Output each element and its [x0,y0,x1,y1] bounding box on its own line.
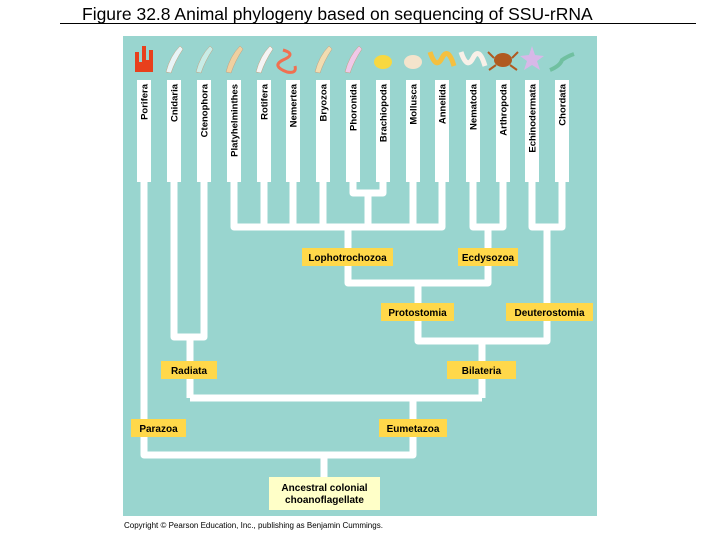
taxon-label: Arthropoda [499,83,510,135]
clade-label: Protostomia [388,308,447,319]
flatworm-icon [225,45,244,74]
taxon-label: Nemertea [289,83,300,127]
taxon-label: Porifera [140,83,151,120]
crab-icon [487,51,519,71]
taxon-label-box [346,80,360,182]
comb-jelly-icon [195,45,214,74]
taxon-label: Platyhelminthes [230,84,241,157]
phoronid-icon [344,45,363,74]
taxon-echinodermata: Echinodermata [525,80,539,182]
taxon-label-box [466,80,480,182]
figure-title: Figure 32.8 Animal phylogeny based on se… [82,4,593,24]
taxon-label-box [406,80,420,182]
copyright-notice: Copyright © Pearson Education, Inc., pub… [124,521,383,530]
rotifer-icon [255,45,274,74]
taxon-porifera: Porifera [137,80,151,182]
bryozoan-icon [314,45,333,74]
taxon-label: Phoronida [349,83,360,131]
taxon-label: Brachiopoda [379,83,390,142]
clade-lophotrochozoa: Lophotrochozoa [302,248,393,266]
clade-ecdysozoa: Ecdysozoa [458,248,518,266]
taxon-label-box [257,80,271,182]
taxon-rotifera: Rotifera [257,80,271,182]
clade-label: Bilateria [462,366,502,377]
taxon-label: Chordata [558,83,569,125]
taxon-ctenophora: Ctenophora [197,80,211,182]
clade-label: Ecdysozoa [462,253,515,264]
taxon-label: Ctenophora [200,83,211,137]
clade-eumetazoa: Eumetazoa [379,419,447,437]
clade-deuterostomia: Deuterostomia [506,303,593,321]
branch-ecdysozoa [469,182,507,231]
taxon-label: Nematoda [469,83,480,130]
taxon-mollusca: Mollusca [406,80,420,182]
taxon-nematoda: Nematoda [466,80,480,182]
root-label-line2: choanoflagellate [285,495,364,506]
taxon-bryozoa: Bryozoa [316,80,330,182]
taxon-label-box [435,80,449,182]
taxon-arthropoda: Arthropoda [496,80,510,182]
clade-radiata: Radiata [161,361,217,379]
taxon-label-box [316,80,330,182]
clade-label: Eumetazoa [387,424,440,435]
taxon-label-box [286,80,300,182]
earthworm-icon [427,51,457,67]
taxon-label-box [227,80,241,182]
taxon-label-box [555,80,569,182]
clade-label: Deuterostomia [514,308,584,319]
ribbon-worm-icon [276,48,297,74]
lancelet-icon [549,52,575,72]
clade-label: Lophotrochozoa [308,253,387,264]
taxon-label-box [137,80,151,182]
taxon-cnidaria: Cnidaria [167,80,181,182]
taxon-chordata: Chordata [555,80,569,182]
brachiopod-icon [374,55,392,69]
clade-label: Radiata [171,366,208,377]
branch-lophotrochozoa [230,182,492,287]
taxon-label: Bryozoa [319,83,330,121]
sponge-icon [135,46,153,72]
taxon-label: Rotifera [260,83,271,120]
taxon-label: Mollusca [409,83,420,124]
root-label-line1: Ancestral colonial [281,483,367,494]
taxon-label-box [376,80,390,182]
taxon-label-box [167,80,181,182]
clade-protostomia: Protostomia [381,303,454,321]
shell-icon [404,55,422,69]
roundworm-icon [458,51,488,67]
taxon-brachiopoda: Brachiopoda [376,80,390,182]
taxon-label-box [197,80,211,182]
taxon-label-box [496,80,510,182]
clade-parazoa: Parazoa [131,419,186,437]
root-ancestral-choanoflagellate: Ancestral colonial choanoflagellate [269,477,380,510]
taxa-labels: Porifera Cnidaria Ctenophora Platyhelminthe… [137,80,569,182]
jellyfish-icon [165,45,184,74]
taxon-platyhelminthes: Platyhelminthes [227,80,241,182]
clade-bilateria: Bilateria [447,361,516,379]
clade-label: Parazoa [139,424,178,435]
taxon-phoronida: Phoronida [346,80,360,182]
taxon-nemertea: Nemertea [286,80,300,182]
taxon-label: Annelida [438,83,449,124]
taxon-label: Cnidaria [170,83,181,122]
taxon-label: Echinodermata [528,83,539,152]
taxon-annelida: Annelida [435,80,449,182]
starfish-icon [520,46,544,70]
title-underline [60,23,696,24]
animal-icons [135,45,575,74]
taxon-label-box [525,80,539,182]
